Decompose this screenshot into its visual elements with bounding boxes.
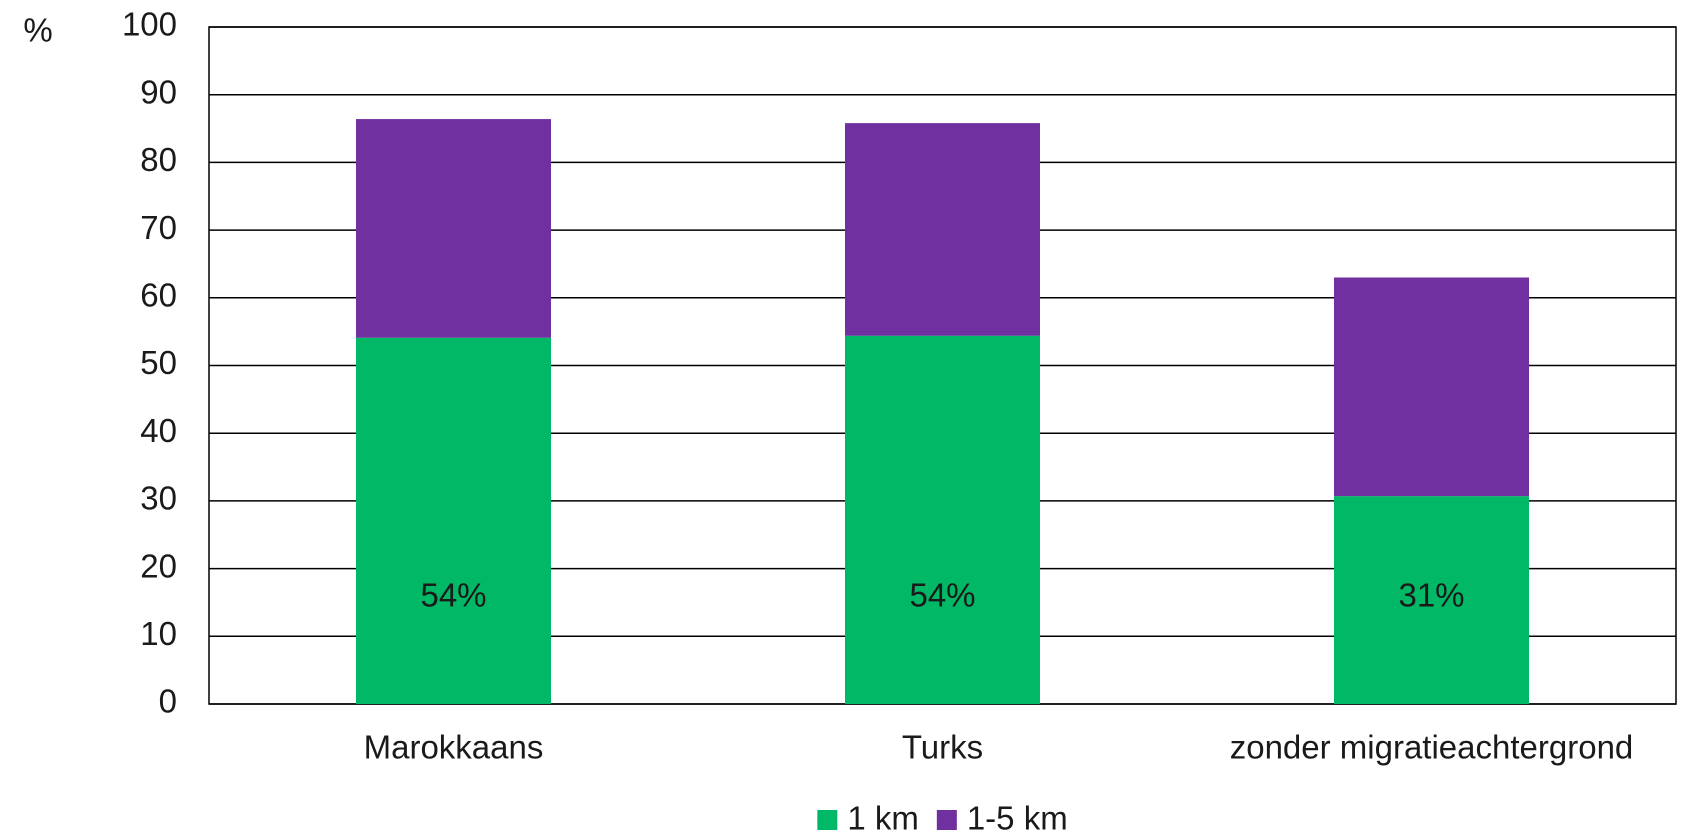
y-tick-label: 30 <box>140 480 177 517</box>
bar-segment <box>1334 277 1529 497</box>
y-tick-label: 100 <box>122 6 177 43</box>
x-tick-label: Turks <box>902 729 983 766</box>
y-tick-label: 90 <box>140 73 177 110</box>
data-label: 54% <box>909 577 975 614</box>
y-tick-label: 10 <box>140 615 177 652</box>
legend-label: 1 km <box>847 800 919 836</box>
bar-segment <box>356 337 551 704</box>
legend-label: 1-5 km <box>967 800 1068 836</box>
y-tick-label: 70 <box>140 209 177 246</box>
legend-swatch <box>936 810 957 830</box>
y-tick-label: 80 <box>140 141 177 178</box>
y-tick-label: 50 <box>140 344 177 381</box>
bar-segment <box>845 335 1040 704</box>
data-label: 54% <box>420 577 486 614</box>
x-tick-label: Marokkaans <box>364 729 544 766</box>
y-axis-label: % <box>23 12 52 49</box>
bar-segment <box>1334 496 1529 704</box>
y-tick-label: 40 <box>140 412 177 449</box>
bar-segment <box>356 119 551 338</box>
y-tick-label: 0 <box>159 683 177 720</box>
y-tick-label: 60 <box>140 277 177 314</box>
bar-segment <box>845 123 1040 336</box>
data-label: 31% <box>1398 577 1464 614</box>
legend-swatch <box>817 810 838 830</box>
x-tick-label: zonder migratieachtergrond <box>1230 729 1634 766</box>
y-tick-label: 20 <box>140 547 177 584</box>
